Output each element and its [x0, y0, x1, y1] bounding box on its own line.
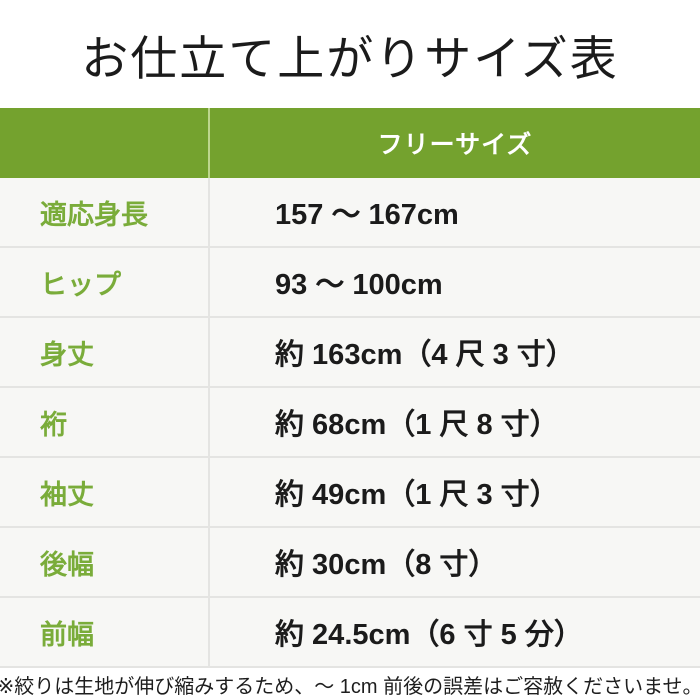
table-row-front-width: 前幅 約 24.5cm（6 寸 5 分） — [0, 598, 700, 668]
table-row-hip: ヒップ 93 〜 100cm — [0, 248, 700, 318]
table-row-back-width: 後幅 約 30cm（8 寸） — [0, 528, 700, 598]
row-label: 裄 — [0, 388, 210, 456]
page-title: お仕立て上がりサイズ表 — [81, 33, 619, 86]
row-label: 袖丈 — [0, 458, 210, 526]
row-value: 約 49cm（1 尺 3 寸） — [275, 479, 559, 511]
table-header-row: フリーサイズ — [0, 108, 700, 178]
table-row-sleeve-length: 袖丈 約 49cm（1 尺 3 寸） — [0, 458, 700, 528]
row-value: 約 30cm（8 寸） — [275, 549, 498, 581]
row-value: 約 68cm（1 尺 8 寸） — [275, 409, 559, 441]
footnote: ※絞りは生地が伸び縮みするため、〜 1cm 前後の誤差はご容赦くださいませ。 — [0, 668, 700, 700]
row-label: ヒップ — [0, 248, 210, 316]
row-value: 約 24.5cm（6 寸 5 分） — [275, 619, 583, 651]
row-label: 身丈 — [0, 318, 210, 386]
header-size-column-label: フリーサイズ — [377, 131, 533, 159]
header-empty-cell — [0, 108, 210, 178]
row-label: 後幅 — [0, 528, 210, 596]
row-value: 157 〜 167cm — [275, 199, 459, 231]
row-label: 前幅 — [0, 598, 210, 666]
row-label: 適応身長 — [0, 178, 210, 246]
table-row-yuki: 裄 約 68cm（1 尺 8 寸） — [0, 388, 700, 458]
row-value: 93 〜 100cm — [275, 269, 443, 301]
table-row-body-length: 身丈 約 163cm（4 尺 3 寸） — [0, 318, 700, 388]
row-value: 約 163cm（4 尺 3 寸） — [275, 339, 575, 371]
size-table: フリーサイズ 適応身長 157 〜 167cm ヒップ 93 〜 100cm 身… — [0, 108, 700, 668]
table-row-height: 適応身長 157 〜 167cm — [0, 178, 700, 248]
